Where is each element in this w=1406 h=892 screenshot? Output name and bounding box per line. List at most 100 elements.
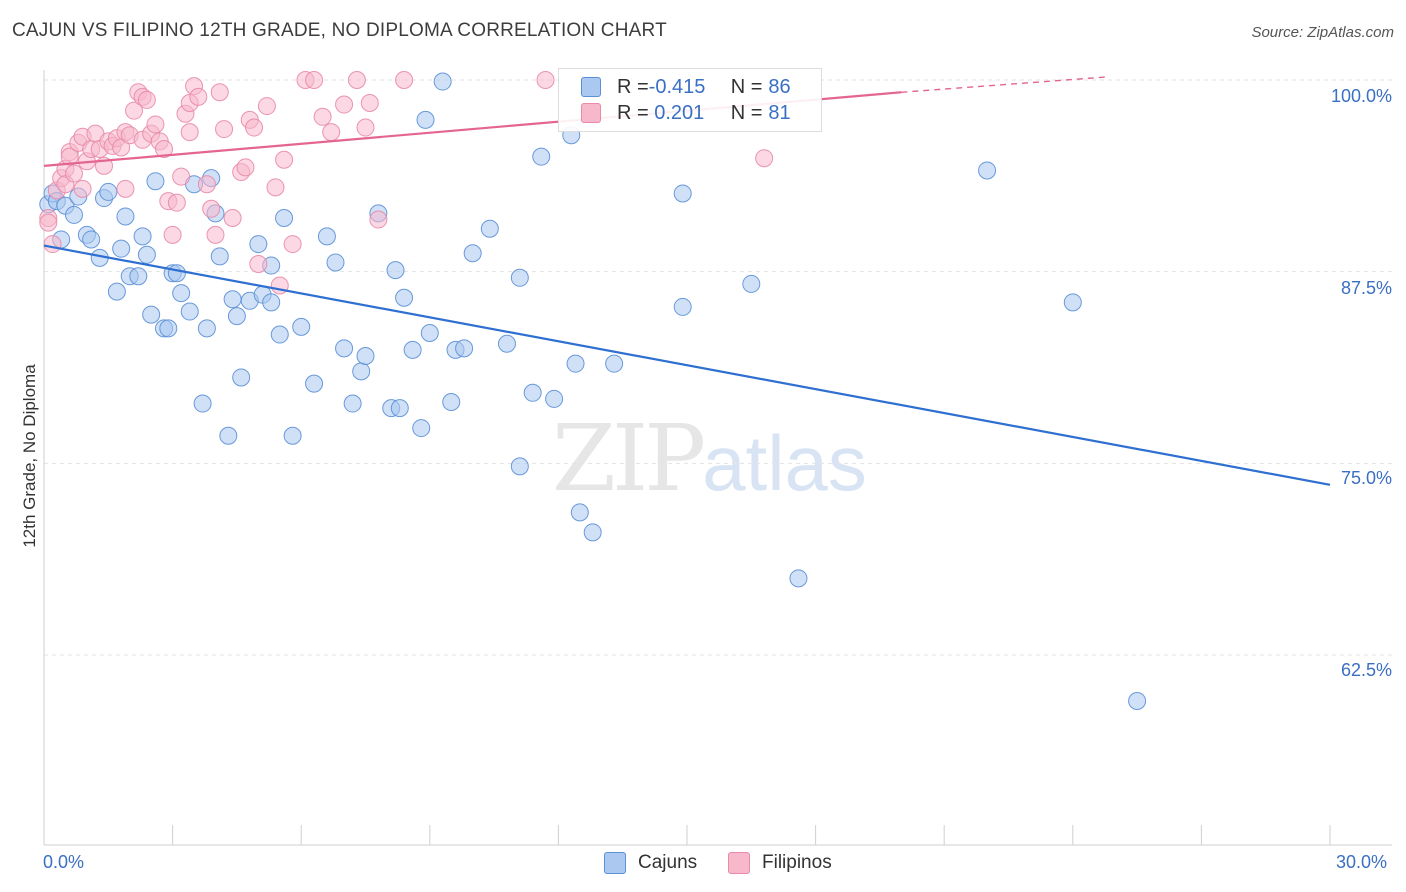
filipino-point [347,71,366,89]
filipino-point [305,71,324,89]
legend-item-filipinos[interactable]: Filipinos [728,852,832,874]
cajun-point [510,268,529,287]
cajun-point [82,230,101,249]
cajun-point [1063,293,1082,312]
cajun-point [523,383,542,402]
r-label: R = [617,75,649,98]
stats-legend: R = -0.415 N = 86 R = 0.201 N = 81 [558,68,822,132]
stats-row-cajuns: R = -0.415 N = 86 [581,75,791,99]
cajun-point [99,182,118,201]
filipino-point [172,167,191,186]
y-tick-label: 87.5% [1340,278,1392,298]
legend-item-cajuns[interactable]: Cajuns [604,852,697,874]
cajun-point [583,523,602,542]
y-axis-label: 12th Grade, No Diploma [20,364,39,548]
cajun-point [326,253,345,272]
filipino-point [155,140,174,158]
cajun-point [232,368,251,387]
cajun-point [386,261,405,280]
y-tick-label: 100.0% [1330,86,1392,106]
filipinos-trend-extension [901,76,1108,93]
filipino-point [39,213,58,232]
r-value: 0.201 [648,101,705,124]
watermark-zip: ZIP [552,405,706,512]
cajun-point [403,340,422,359]
cajun-point [442,393,461,411]
filipino-point [249,255,268,273]
filipino-point [137,90,156,109]
cajun-point [167,264,186,283]
cajun-point [317,227,336,246]
cajun-point [112,239,131,258]
cajun-point [545,389,564,408]
cajun-point [1128,692,1147,710]
filipino-point [536,71,555,89]
legend-label: Cajuns [638,852,698,873]
cajun-point [742,274,761,293]
cajun-point [107,282,126,301]
filipino-point [236,158,255,177]
legend-label: Filipinos [762,852,832,873]
n-value: 86 [768,75,791,98]
series-legend: Cajuns Filipinos [0,852,1406,878]
filipino-point [322,123,341,142]
cajun-point [412,419,431,438]
cajun-point [116,207,135,226]
cajun-point [193,394,212,413]
filipino-point [257,97,276,116]
cajun-point [433,72,452,91]
cajun-point [133,227,152,246]
cajun-point [789,569,808,588]
cajun-point [343,394,362,413]
cajun-point [510,457,529,476]
filipino-point [180,123,199,142]
stats-row-filipinos: R = 0.201 N = 81 [581,101,791,125]
cajun-point [210,247,229,266]
filipino-point [43,235,62,254]
filipino-point [245,118,264,137]
filipino-point [360,94,379,112]
cajun-point [570,503,589,522]
cajun-point [223,290,242,309]
filipinos-swatch [728,852,750,874]
filipino-point [206,225,225,244]
cajun-point [172,284,191,303]
filipino-point [163,225,182,244]
filipino-point [146,115,165,134]
cajun-point [497,334,516,353]
cajun-point [566,354,585,373]
filipino-point [755,149,774,168]
source-label: Source: ZipAtlas.com [1251,24,1394,41]
filipino-point [356,118,375,137]
y-tick-label: 75.0% [1340,468,1392,488]
filipino-point [167,193,186,212]
cajun-point [270,325,289,344]
cajun-point [137,245,156,264]
cajuns-swatch [581,77,601,97]
filipino-point [116,179,135,198]
filipino-point [189,87,208,106]
cajun-point [532,147,551,166]
x-tick-label: 30.0% [1336,852,1388,872]
cajun-point [480,219,499,238]
filipino-point [369,210,388,229]
cajun-point [420,324,439,342]
x-tick-label: 0.0% [43,852,85,872]
filipino-point [125,101,144,120]
filipino-point [202,199,221,218]
cajuns-swatch [604,852,626,874]
filipino-point [210,83,229,102]
n-label: N = [730,101,763,124]
chart-title: CAJUN VS FILIPINO 12TH GRADE, NO DIPLOMA… [12,20,667,41]
filipino-point [283,235,302,254]
filipino-point [197,175,216,194]
cajun-point [227,307,246,326]
cajun-point [142,305,161,324]
cajun-point [275,209,294,227]
cajun-point [305,374,324,393]
filipino-point [215,120,234,139]
y-tick-label: 62.5% [1340,660,1392,680]
cajun-point [219,426,238,445]
filipino-point [266,178,285,197]
filipino-point [395,71,414,89]
